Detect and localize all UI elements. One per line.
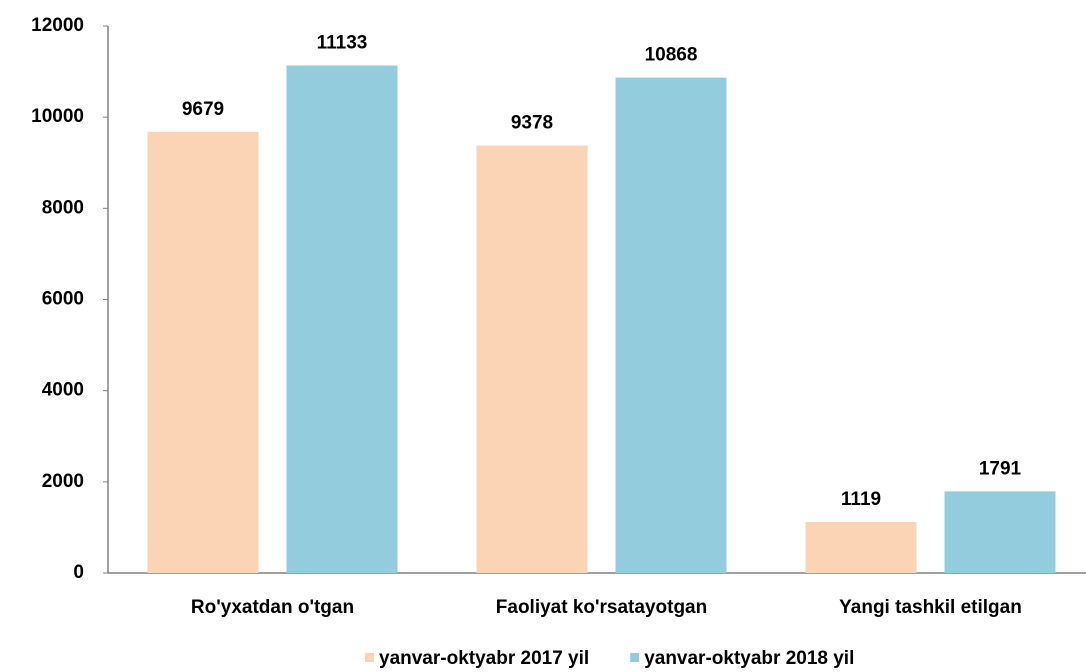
value-label: 1791 xyxy=(979,458,1022,479)
value-label: 10868 xyxy=(645,45,698,66)
legend-label: yanvar-oktyabr 2018 yil xyxy=(644,648,854,669)
value-label: 1119 xyxy=(841,489,881,510)
y-tick-label: 6000 xyxy=(42,289,84,310)
bar xyxy=(476,145,588,573)
x-tick-label: Ro'yxatdan o'tgan xyxy=(191,597,354,618)
y-tick-label: 8000 xyxy=(42,197,84,218)
y-tick-label: 4000 xyxy=(42,380,84,401)
legend-label: yanvar-oktyabr 2017 yil xyxy=(379,648,589,669)
x-tick-label: Yangi tashkil etilgan xyxy=(839,597,1022,618)
legend-swatch xyxy=(365,653,374,662)
bar xyxy=(944,491,1056,573)
y-tick-label: 10000 xyxy=(31,106,84,127)
bar xyxy=(805,521,917,573)
value-label: 9679 xyxy=(182,99,224,120)
x-tick-label: Faoliyat ko'rsatayotgan xyxy=(496,597,707,618)
bar xyxy=(286,65,398,573)
bar xyxy=(147,131,259,573)
y-tick-label: 12000 xyxy=(31,15,84,36)
y-tick-label: 2000 xyxy=(42,471,84,492)
value-label: 9378 xyxy=(511,113,553,134)
value-label: 11133 xyxy=(317,33,368,54)
y-tick-label: 0 xyxy=(73,562,84,583)
legend-swatch xyxy=(630,653,640,662)
bar xyxy=(615,77,727,573)
